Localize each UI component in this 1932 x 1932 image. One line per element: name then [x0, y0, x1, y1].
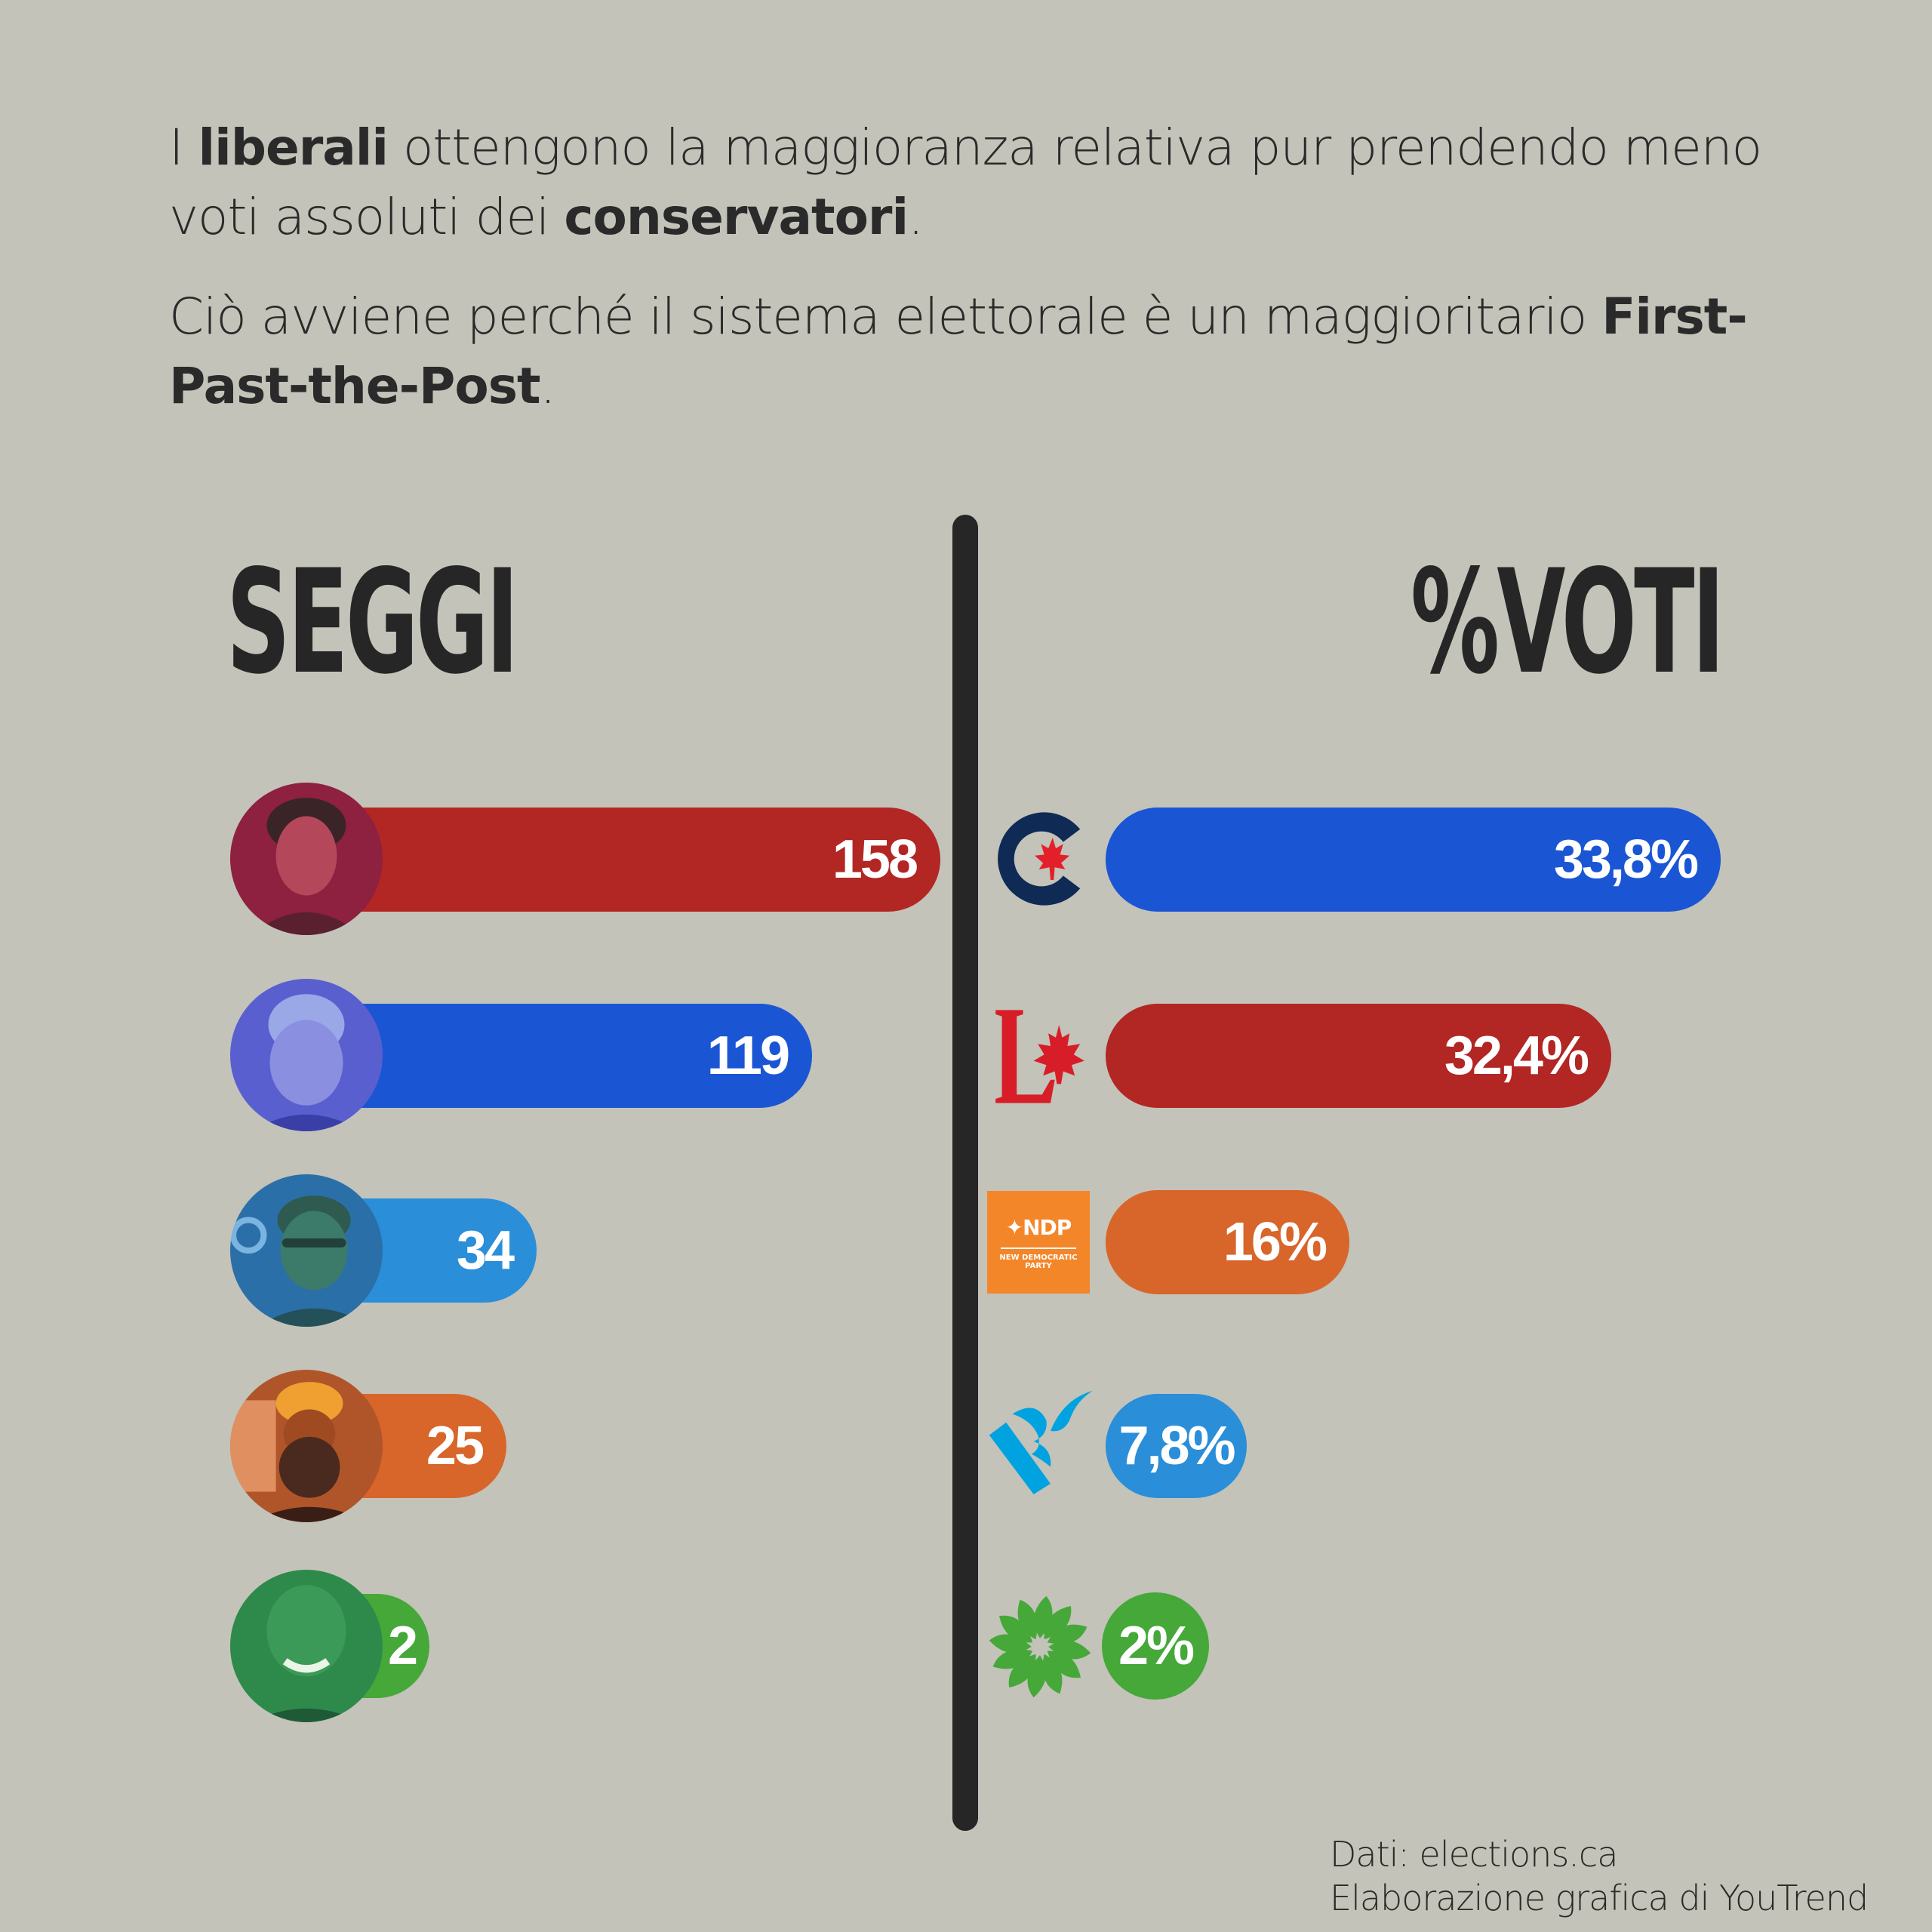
- seats-bar-liberali: 158: [302, 808, 940, 912]
- center-divider: [952, 515, 978, 1831]
- liberal-logo-icon: [987, 1004, 1093, 1109]
- highlight-conservatori: conservatori: [564, 188, 909, 246]
- ndp-logo-icon: ✦NDP NEW DEMOCRATIC PARTY: [987, 1191, 1090, 1294]
- bloc-logo-icon: [987, 1389, 1093, 1494]
- votes-value: 7,8%: [1118, 1416, 1235, 1476]
- votes-bar-verdi: 2%: [1102, 1592, 1209, 1700]
- intro-paragraph-2: Ciò avviene perché il sistema elettorale…: [169, 288, 1748, 415]
- votes-value: 32,4%: [1444, 1026, 1589, 1086]
- avatar-ndp-leader: [230, 1370, 383, 1522]
- votes-bar-bloc: 7,8%: [1106, 1394, 1247, 1498]
- conservative-logo-icon: [987, 806, 1093, 912]
- seats-header: SEGGI: [226, 539, 519, 706]
- portrait-icon: [230, 1174, 383, 1327]
- green-logo-icon: [987, 1594, 1093, 1700]
- seats-value: 34: [456, 1220, 515, 1281]
- seats-value: 119: [706, 1026, 790, 1086]
- portrait-icon: [230, 1370, 383, 1522]
- portrait-icon: [230, 783, 383, 935]
- seats-value: 2: [387, 1616, 418, 1676]
- votes-bar-conservatori: 33,8%: [1106, 808, 1721, 912]
- votes-value: 33,8%: [1553, 829, 1699, 890]
- seats-value: 25: [426, 1416, 485, 1476]
- credits: Dati: elections.ca Elaborazione grafica …: [1330, 1832, 1869, 1920]
- votes-value: 2%: [1118, 1616, 1195, 1676]
- votes-header: %VOTI: [1411, 539, 1725, 706]
- avatar-green-leader: [230, 1570, 383, 1722]
- votes-bar-liberali: 32,4%: [1106, 1004, 1611, 1108]
- avatar-conservative-leader: [230, 979, 383, 1131]
- seats-value: 158: [832, 829, 918, 890]
- avatar-liberal-leader: [230, 783, 383, 935]
- intro-text: I liberali ottengono la maggioranza rela…: [169, 113, 1792, 421]
- portrait-icon: [230, 1570, 383, 1722]
- portrait-icon: [230, 979, 383, 1131]
- graphic-credit: Elaborazione grafica di YouTrend: [1330, 1878, 1869, 1918]
- intro-paragraph-1: I liberali ottengono la maggioranza rela…: [169, 118, 1762, 246]
- highlight-liberali: liberali: [198, 118, 389, 177]
- avatar-bloc-leader: [230, 1174, 383, 1327]
- seats-bar-conservatori: 119: [302, 1004, 812, 1108]
- highlight-fptp: First-Past-the-Post: [169, 288, 1748, 415]
- data-source: Dati: elections.ca: [1330, 1834, 1618, 1875]
- votes-bar-ndp: 16%: [1106, 1190, 1349, 1294]
- votes-value: 16%: [1223, 1212, 1327, 1272]
